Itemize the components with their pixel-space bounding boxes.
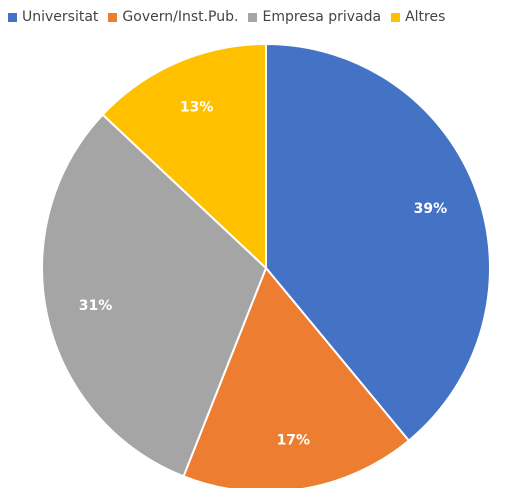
legend: Universitat Govern/Inst.Pub. Empresa pri… — [0, 6, 526, 28]
data-label-govern: 17% — [277, 433, 311, 449]
legend-item-universitat: Universitat — [8, 9, 98, 25]
legend-item-altres: Altres — [391, 9, 445, 25]
legend-item-govern: Govern/Inst.Pub. — [108, 9, 238, 25]
legend-swatch-universitat — [8, 12, 17, 22]
data-label-empresa: 31% — [79, 298, 113, 314]
legend-label-empresa: Empresa privada — [262, 9, 382, 25]
legend-swatch-altres — [391, 12, 401, 22]
data-label-universitat: 39% — [414, 201, 448, 217]
legend-swatch-govern — [108, 12, 118, 22]
legend-swatch-empresa — [248, 12, 258, 22]
data-label-altres: 13% — [180, 100, 214, 116]
legend-item-empresa: Empresa privada — [248, 9, 381, 25]
pie-slice-altres — [101, 42, 267, 271]
pie-slice-empresa — [41, 113, 268, 478]
legend-label-govern: Govern/Inst.Pub. — [122, 9, 239, 25]
legend-label-altres: Altres — [405, 9, 446, 25]
pie-slice-universitat — [265, 42, 491, 442]
legend-label-universitat: Universitat — [22, 9, 99, 25]
pie-slice-govern — [182, 266, 411, 488]
